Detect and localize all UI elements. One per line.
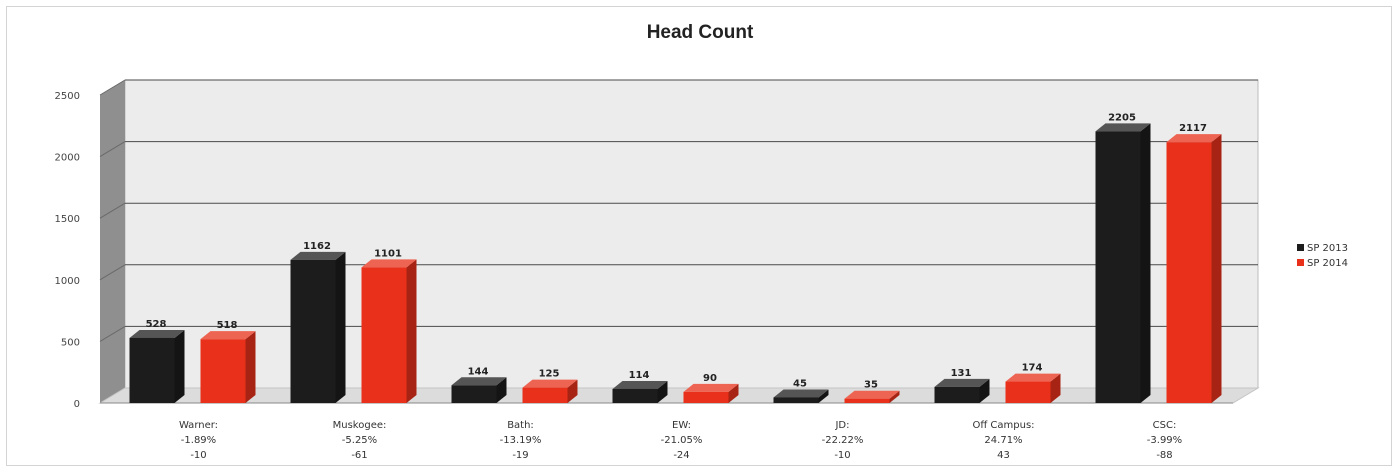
data-label: 90 [703, 373, 717, 384]
bar-side [174, 329, 185, 403]
data-label: 144 [468, 366, 489, 377]
y-tick-label: 1000 [55, 276, 80, 287]
bar [934, 386, 980, 403]
category-pct-label: -22.22% [822, 435, 864, 446]
gridline-side [99, 202, 126, 219]
data-label: 114 [629, 370, 650, 381]
bar [844, 398, 890, 403]
bar-top [1095, 123, 1151, 132]
category-diff-label: -61 [351, 450, 367, 461]
bar [522, 387, 568, 403]
y-tick-label: 0 [74, 399, 80, 410]
category-label: EW: [672, 420, 691, 431]
data-label: 2205 [1108, 112, 1136, 123]
chart-side-wall [100, 80, 125, 403]
bar-side [979, 378, 990, 403]
bar-side [496, 377, 507, 403]
data-label: 2117 [1179, 123, 1207, 134]
bar [1095, 131, 1141, 403]
category-pct-label: -3.99% [1147, 435, 1182, 446]
bar-side [657, 380, 668, 403]
bar-top [361, 259, 417, 268]
bar-top [683, 383, 739, 392]
category-diff-label: -19 [512, 450, 528, 461]
bar-top [612, 380, 668, 389]
category-label: Bath: [507, 420, 534, 431]
y-tick-label: 1500 [55, 214, 80, 225]
bar [361, 267, 407, 403]
gridline-side [99, 79, 126, 96]
y-tick-label: 2500 [55, 91, 80, 102]
data-label: 131 [951, 368, 972, 379]
category-label: Warner: [179, 420, 218, 431]
gridline-side [99, 264, 126, 281]
y-tick-label: 500 [61, 337, 80, 348]
bar-side [1050, 373, 1061, 403]
bar-top [200, 331, 256, 340]
bar-top [1166, 134, 1222, 143]
data-label: 1101 [374, 248, 402, 259]
category-diff-label: 43 [997, 450, 1010, 461]
bar [200, 339, 246, 403]
legend-swatch [1297, 259, 1304, 266]
category-diff-label: -10 [190, 450, 206, 461]
bar [773, 397, 819, 403]
bar-top [844, 390, 900, 399]
bar-top [290, 251, 346, 260]
bar [290, 259, 336, 403]
chart-floor [98, 387, 1260, 404]
y-tick-label: 2000 [55, 153, 80, 164]
category-pct-label: -1.89% [181, 435, 216, 446]
bar [1005, 381, 1051, 403]
data-label: 1162 [303, 241, 331, 252]
data-label: 528 [146, 319, 167, 330]
data-label: 174 [1022, 363, 1043, 374]
bar [451, 385, 497, 403]
bar-top [522, 379, 578, 388]
category-diff-label: -88 [1156, 450, 1172, 461]
bar-side [818, 389, 829, 403]
category-pct-label: 24.71% [984, 435, 1022, 446]
category-label: Off Campus: [972, 420, 1034, 431]
bar-side [335, 251, 346, 403]
data-label: 35 [864, 380, 878, 391]
bar-side [1140, 123, 1151, 404]
data-label: 45 [793, 378, 807, 389]
bar-top [129, 329, 185, 338]
category-pct-label: -13.19% [500, 435, 542, 446]
bar-top [773, 389, 829, 398]
bar-top [934, 378, 990, 387]
bar [1166, 142, 1212, 403]
category-label: Muskogee: [333, 420, 387, 431]
chart-title: Head Count [646, 22, 754, 43]
bar-side [889, 390, 900, 403]
bar [129, 337, 175, 403]
category-diff-label: -24 [673, 450, 689, 461]
category-label: CSC: [1153, 420, 1177, 431]
category-label: JD: [834, 420, 849, 431]
bar [612, 388, 658, 403]
category-pct-label: -21.05% [661, 435, 703, 446]
bar-top [1005, 373, 1061, 382]
bar-side [567, 379, 578, 403]
legend-swatch [1297, 244, 1304, 251]
legend-label: SP 2013 [1307, 243, 1348, 254]
gridline-side [99, 141, 126, 158]
bar-top [451, 377, 507, 386]
category-pct-label: -5.25% [342, 435, 377, 446]
bar-side [245, 331, 256, 403]
bar [683, 391, 729, 403]
data-label: 125 [539, 369, 560, 380]
gridline-side [99, 325, 126, 342]
data-label: 518 [217, 320, 238, 331]
bar-side [728, 383, 739, 403]
category-diff-label: -10 [834, 450, 850, 461]
legend-label: SP 2014 [1307, 258, 1348, 269]
bar-side [406, 259, 417, 403]
bar-side [1211, 134, 1222, 403]
